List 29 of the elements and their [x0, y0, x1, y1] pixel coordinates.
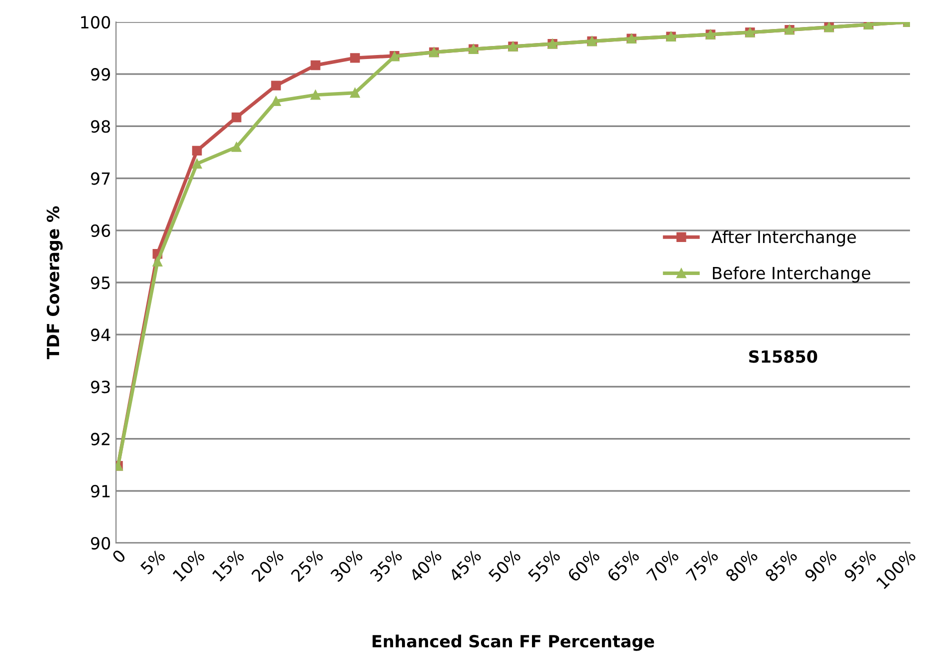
y-tick-label: 91	[90, 484, 110, 498]
y-tick-label: 99	[90, 68, 110, 81]
y-tick-label: 96	[90, 224, 110, 237]
legend-label: Before Interchange	[712, 266, 870, 283]
y-tick-label: 94	[90, 328, 110, 342]
annotation: S15850	[749, 350, 818, 363]
y-axis-title: TDF Coverage %	[46, 206, 63, 360]
point	[310, 60, 320, 70]
x-tick-label: 5%	[140, 548, 166, 575]
point	[310, 90, 320, 100]
point	[152, 256, 162, 267]
y-tick-label: 97	[90, 172, 110, 185]
point	[350, 53, 360, 63]
x-tick-label: 0	[111, 548, 126, 564]
point	[232, 112, 242, 122]
y-tick-label: 92	[90, 432, 110, 446]
point	[192, 146, 202, 156]
point	[271, 96, 281, 106]
x-axis-title: Enhanced Scan FF Percentage	[372, 634, 654, 651]
point	[271, 80, 281, 90]
y-tick-label: 100	[81, 16, 110, 29]
point	[350, 88, 360, 98]
y-tick-label: 95	[90, 276, 110, 290]
y-tick-label: 98	[90, 120, 110, 133]
legend-label: After Interchange	[711, 230, 856, 246]
point	[192, 158, 202, 169]
point	[232, 142, 242, 152]
y-tick-label: 90	[90, 536, 110, 550]
y-tick-label: 93	[90, 380, 110, 394]
